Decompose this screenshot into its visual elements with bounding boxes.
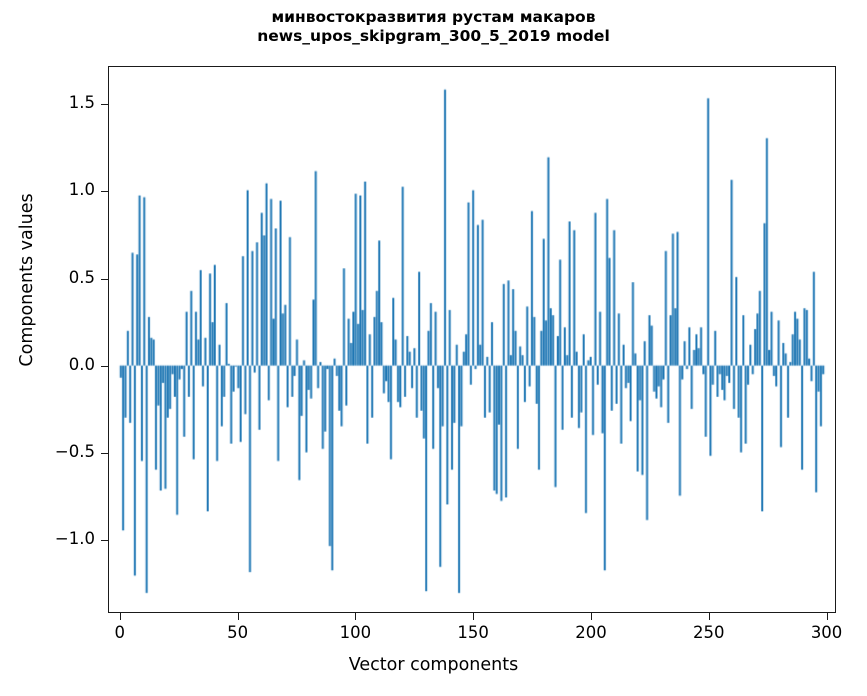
x-tick-label: 200 [575, 623, 607, 642]
x-tick-mark [355, 613, 357, 620]
x-tick-mark [473, 613, 475, 620]
y-tick-mark [101, 539, 108, 541]
y-tick-label: 1.5 [68, 93, 95, 113]
y-tick-mark [101, 278, 108, 280]
x-tick-mark [119, 613, 121, 620]
x-axis-label: Vector components [348, 655, 519, 675]
y-tick-mark [101, 104, 108, 106]
x-tick-label: 250 [693, 623, 725, 642]
x-tick-label: 300 [810, 623, 843, 642]
y-tick-mark [101, 452, 108, 454]
x-tick-label: 0 [114, 623, 126, 642]
chart-title: минвостокразвития рустам макаров news_up… [0, 8, 867, 46]
x-tick-label: 150 [457, 623, 489, 642]
y-tick-label: −1.0 [54, 528, 95, 548]
x-tick-label: 100 [339, 623, 372, 642]
y-tick-mark [101, 191, 108, 193]
x-tick-mark [237, 613, 239, 620]
chart-title-line2: news_upos_skipgram_300_5_2019 model [257, 27, 610, 45]
y-axis-label: Components values [17, 193, 37, 367]
x-tick-mark [708, 613, 710, 620]
bar-series-canvas [109, 67, 835, 612]
y-tick-label: −0.5 [54, 441, 95, 461]
plot-area [108, 66, 836, 613]
y-tick-mark [101, 365, 108, 367]
x-tick-mark [590, 613, 592, 620]
x-tick-label: 50 [227, 623, 249, 642]
x-tick-mark [826, 613, 828, 620]
chart-title-line1: минвостокразвития рустам макаров [271, 8, 596, 26]
